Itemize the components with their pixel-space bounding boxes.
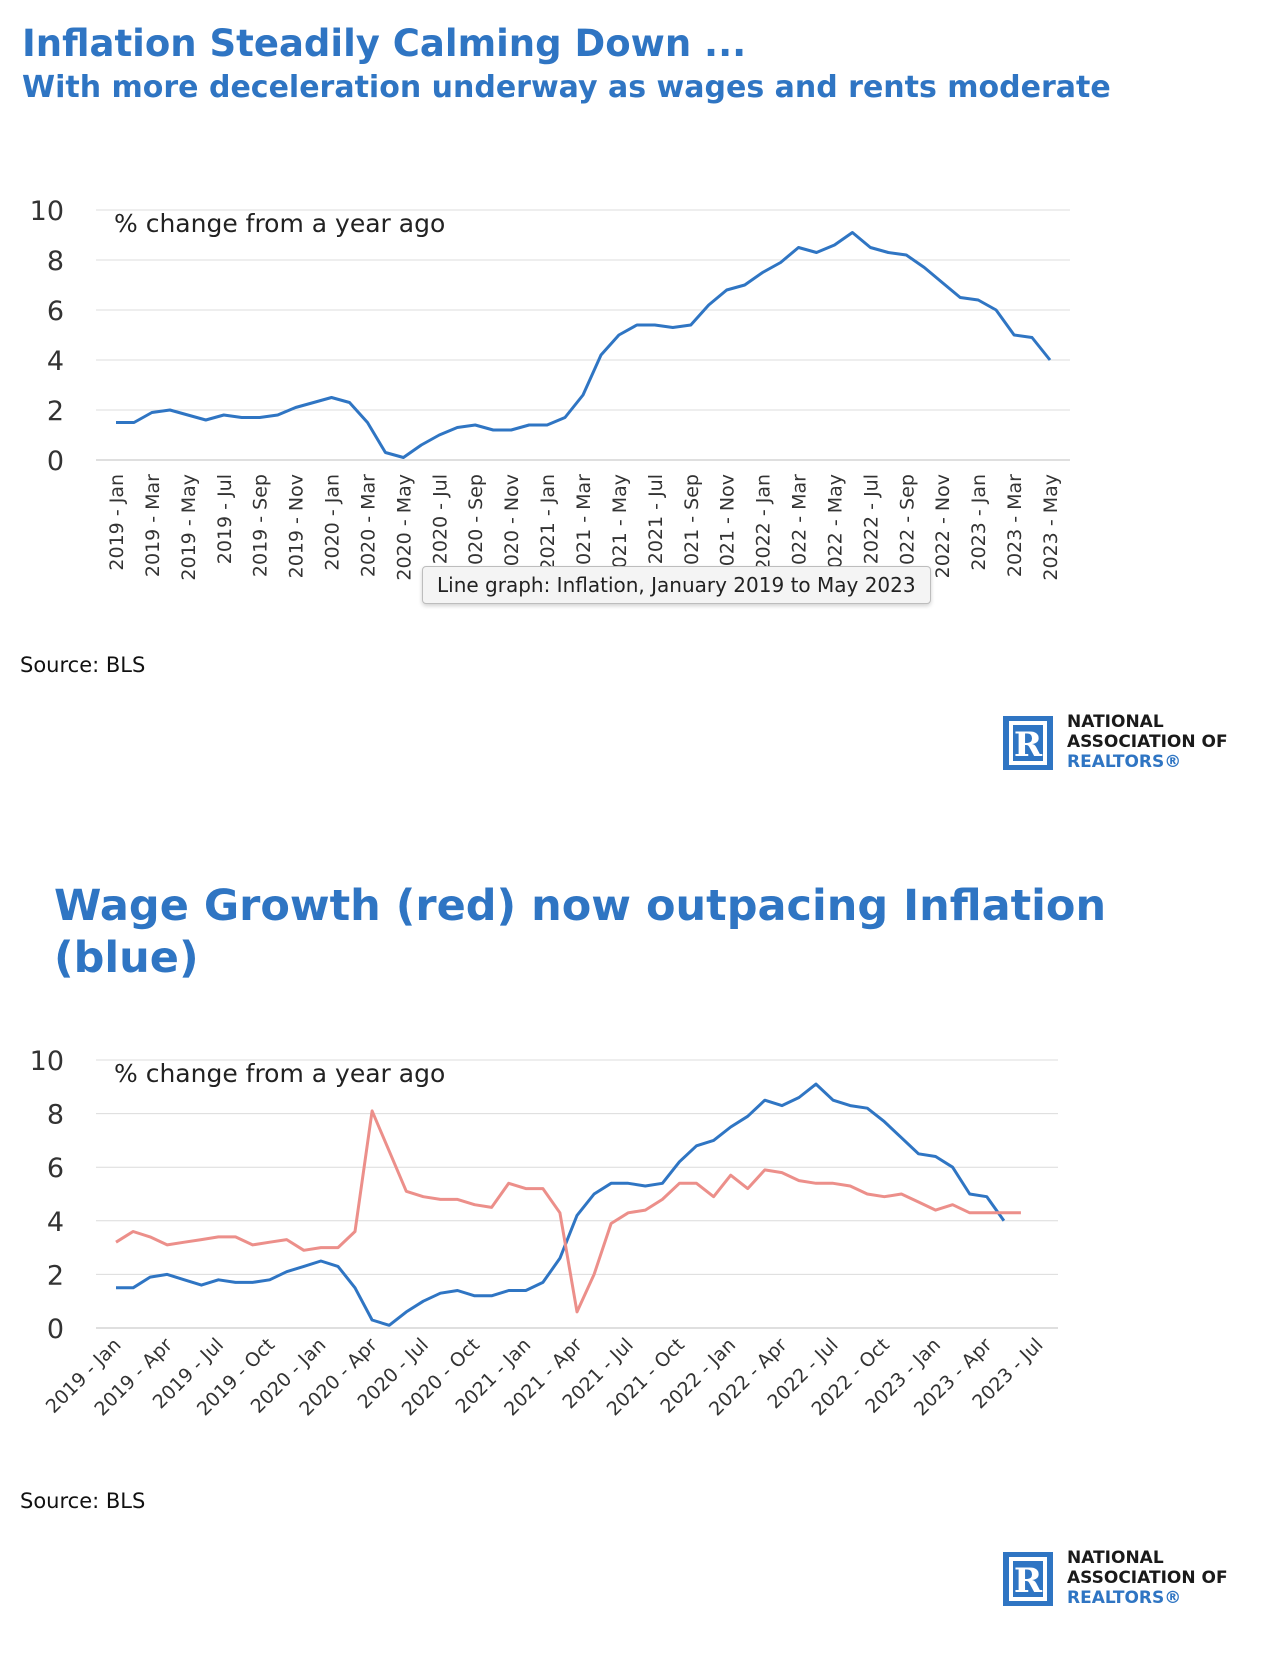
x-tick-label: 2021 - Jan xyxy=(537,474,559,571)
x-tick-label: 2020 - Sep xyxy=(465,474,487,577)
x-tick-label: 2019 - Jul xyxy=(214,474,236,564)
x-tick-label: 2020 - May xyxy=(393,474,415,581)
x-tick-label: 2019 - Sep xyxy=(250,474,272,577)
y-tick-label: 4 xyxy=(47,346,64,377)
inflation-chart: 0 2 4 6 8 10 % change from a year ago 2019 - Ja… xyxy=(30,196,1070,581)
x-tick-label: 2020 - Jul xyxy=(429,474,451,564)
x-tick-label: 2021 - May xyxy=(609,474,631,581)
y-tick-label: 0 xyxy=(47,1314,64,1345)
logo-line-1: NATIONAL xyxy=(1067,1548,1164,1568)
chart1-subtitle: With more deceleration underway as wages… xyxy=(22,70,1111,105)
series-line-inflation xyxy=(116,1082,1006,1327)
x-tick-label: 2020 - Mar xyxy=(357,474,379,577)
x-tick-label: 2022 - Jan xyxy=(753,474,775,571)
series-line-wages xyxy=(115,1109,1021,1314)
x-tick-label: 2022 - Mar xyxy=(789,474,811,577)
x-tick-label: 2020 - Jan xyxy=(322,474,344,571)
x-tick-label: 2019 - Nov xyxy=(286,474,308,578)
x-tick-label: 2022 - Jul xyxy=(860,474,882,564)
x-tick-label: 2019 - Jan xyxy=(106,474,128,571)
svg-text:R: R xyxy=(1014,1561,1043,1601)
x-tick-label: 2019 - May xyxy=(178,474,200,581)
y-tick-label: 6 xyxy=(47,1153,64,1184)
series-line-inflation xyxy=(116,231,1052,459)
x-tick-label: 2021 - Jul xyxy=(645,474,667,564)
y-tick-label: 8 xyxy=(47,1100,64,1131)
svg-text:R: R xyxy=(1014,725,1043,765)
x-tick-label: 2021 - Mar xyxy=(573,474,595,577)
y-tick-label: 2 xyxy=(47,1260,64,1291)
x-tick-label: 2020 - Nov xyxy=(501,474,523,578)
logo-line-2: ASSOCIATION OF xyxy=(1067,732,1228,752)
realtor-r-icon: R xyxy=(1003,716,1053,770)
logo-line-1: NATIONAL xyxy=(1067,712,1164,732)
nar-logo: R NATIONAL ASSOCIATION OF REALTORS® xyxy=(1003,712,1248,772)
y-tick-label: 0 xyxy=(47,446,64,477)
x-tick-label: 2019 - Mar xyxy=(142,474,164,577)
chart2-source: Source: BLS xyxy=(20,1489,146,1513)
x-tick-label: 2023 - Mar xyxy=(1004,474,1026,577)
nar-logo-2: R NATIONAL ASSOCIATION OF REALTORS® xyxy=(1003,1548,1248,1608)
y-tick-label: 4 xyxy=(47,1207,64,1238)
y-tick-label: 2 xyxy=(47,396,64,427)
chart-annotation: % change from a year ago xyxy=(114,209,445,238)
chart2-title: Wage Growth (red) now outpacing Inflatio… xyxy=(54,881,1107,983)
chart-alt-text-tooltip: Line graph: Inflation, January 2019 to M… xyxy=(422,566,931,604)
logo-line-3: REALTORS® xyxy=(1067,1588,1182,1608)
logo-line-2: ASSOCIATION OF xyxy=(1067,1568,1228,1588)
logo-line-3: REALTORS® xyxy=(1067,752,1182,772)
chart1-title: Inflation Steadily Calming Down ... xyxy=(22,22,747,65)
realtor-r-icon: R xyxy=(1003,1552,1053,1606)
x-tick-label: 2023 - Jan xyxy=(968,474,990,571)
x-tick-label: 2022 - Nov xyxy=(932,474,954,578)
chart-annotation: % change from a year ago xyxy=(114,1059,445,1088)
x-tick-label: 2023 - May xyxy=(1040,474,1062,581)
y-tick-label: 6 xyxy=(47,296,64,327)
chart1-source: Source: BLS xyxy=(20,653,146,677)
x-tick-label: 2021 - Nov xyxy=(717,474,739,578)
x-tick-label: 2021 - Sep xyxy=(681,474,703,577)
y-tick-label: 10 xyxy=(30,1046,64,1077)
x-tick-label: 2022 - Sep xyxy=(896,474,918,577)
y-tick-label: 8 xyxy=(47,246,64,277)
x-tick-label: 2022 - May xyxy=(824,474,846,581)
y-tick-label: 10 xyxy=(30,196,64,227)
